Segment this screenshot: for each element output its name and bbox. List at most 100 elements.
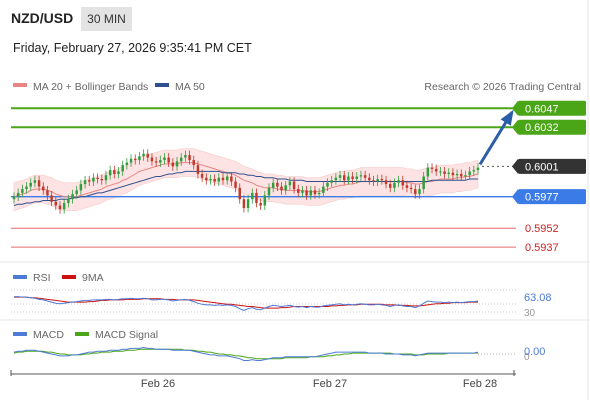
- ma50-legend-label: MA 50: [175, 81, 205, 93]
- candle-body: [46, 190, 49, 196]
- price-level-label: 0.5977: [525, 192, 559, 204]
- candle-body: [179, 157, 183, 162]
- candle-body: [171, 162, 175, 167]
- bollinger-band: [13, 148, 479, 212]
- candle-body: [418, 189, 421, 195]
- candle-body: [368, 177, 371, 181]
- candle-body: [192, 160, 195, 166]
- candle-body: [393, 182, 396, 188]
- candle-body: [347, 176, 350, 181]
- candle-body: [196, 165, 200, 174]
- copyright-label: Research © 2026 Trading Central: [424, 81, 581, 93]
- candle-body: [330, 180, 333, 183]
- candle-body: [33, 180, 37, 183]
- candle-body: [133, 158, 137, 161]
- candle-body: [58, 205, 62, 210]
- rsi-legend: RSI 9MA: [13, 272, 104, 284]
- candle-body: [342, 175, 346, 181]
- candle-body: [221, 177, 225, 181]
- candle-body: [88, 180, 91, 182]
- candle-body: [154, 161, 158, 163]
- price-level-label: 0.5952: [525, 223, 559, 235]
- candle-body: [276, 182, 279, 187]
- timeframe-badge[interactable]: 30 MIN: [81, 7, 132, 31]
- candle-body: [414, 189, 417, 195]
- candle-body: [213, 179, 216, 182]
- candle-body: [167, 157, 170, 163]
- rsi-ma-legend-swatch: [62, 275, 76, 279]
- candle-body: [380, 179, 384, 181]
- candle-body: [16, 192, 20, 197]
- candle-body: [297, 189, 300, 193]
- candle-body: [230, 176, 233, 182]
- candle-body: [21, 189, 24, 193]
- price-legend: MA 20 + Bollinger Bands MA 50: [13, 81, 205, 93]
- candle-body: [284, 185, 287, 191]
- candle-body: [238, 187, 241, 200]
- candle-body: [175, 161, 179, 167]
- pivot-price-tag: 0.5977: [512, 189, 586, 205]
- candle-body: [234, 181, 237, 188]
- candle-body: [67, 199, 70, 203]
- price-level-label: 0.6001: [525, 161, 559, 173]
- candle-body: [372, 180, 375, 182]
- candle-body: [71, 194, 74, 200]
- candle-body: [29, 182, 32, 187]
- candle-body: [334, 177, 338, 181]
- candle-body: [125, 162, 129, 166]
- forecast-arrowhead: [500, 109, 514, 126]
- candle-body: [292, 181, 296, 190]
- candle-body: [205, 177, 208, 181]
- candle-body: [129, 158, 133, 163]
- candle-body: [322, 186, 325, 193]
- macd-last-value: 0.00: [524, 346, 545, 358]
- candle-body: [405, 185, 409, 188]
- candle-body: [434, 168, 438, 172]
- price-level-label: 0.6047: [525, 103, 559, 115]
- candle-body: [37, 180, 41, 187]
- candle-body: [401, 180, 404, 186]
- candle-body: [117, 171, 120, 174]
- candle-body: [376, 179, 379, 182]
- candle-body: [422, 176, 425, 190]
- price-tag-pointer: [512, 100, 518, 116]
- ma50-legend-swatch: [155, 83, 169, 87]
- candle-body: [439, 171, 442, 173]
- macd-signal-line: [13, 348, 478, 360]
- candle-body: [263, 195, 267, 206]
- candle-body: [455, 173, 459, 176]
- candle-body: [301, 190, 304, 193]
- candle-body: [188, 155, 191, 161]
- candle-body: [271, 182, 275, 188]
- candle-body: [426, 167, 430, 177]
- candle-body: [163, 157, 166, 161]
- price-tag-box: [518, 119, 586, 135]
- macd-y-tick: 0: [524, 352, 530, 363]
- candle-body: [460, 173, 463, 177]
- resistance-price-tag: 0.6047: [512, 100, 586, 116]
- candle-body: [225, 176, 229, 181]
- candle-body: [83, 180, 87, 185]
- macd-legend: MACD MACD Signal: [13, 329, 158, 341]
- candle-body: [242, 199, 246, 209]
- candle-body: [288, 181, 292, 186]
- candle-body: [443, 171, 446, 174]
- ma20-legend-label: MA 20 + Bollinger Bands: [33, 81, 148, 93]
- candle-body: [259, 202, 262, 206]
- timestamp-label: Friday, February 27, 2026 9:35:41 PM CET: [13, 41, 252, 55]
- candle-body: [355, 176, 359, 179]
- candle-body: [476, 167, 480, 171]
- macd-legend-swatch: [13, 332, 27, 336]
- rsi-last-value: 63.08: [524, 292, 552, 304]
- candle-body: [104, 175, 108, 181]
- last-price-tag: 0.6001: [512, 158, 586, 174]
- candle-body: [100, 179, 104, 181]
- macd-signal-legend-swatch: [75, 332, 89, 336]
- candle-body: [121, 165, 124, 172]
- candle-body: [255, 192, 258, 203]
- price-tag-pointer: [512, 189, 518, 205]
- candle-body: [363, 175, 367, 178]
- candle-body: [62, 202, 66, 210]
- candle-body: [397, 180, 400, 183]
